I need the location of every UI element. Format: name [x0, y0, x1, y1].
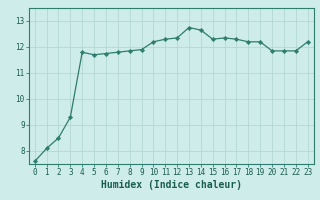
X-axis label: Humidex (Indice chaleur): Humidex (Indice chaleur) [101, 180, 242, 190]
